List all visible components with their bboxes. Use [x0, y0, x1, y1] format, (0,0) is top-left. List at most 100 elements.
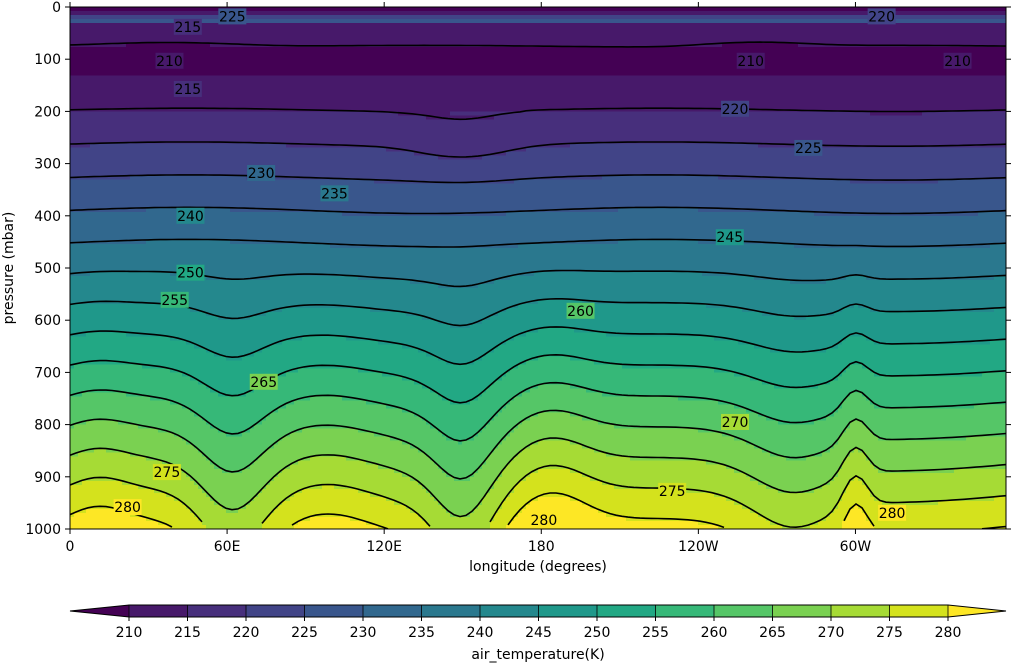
temperature-band: [874, 7, 879, 529]
temperature-band: [614, 7, 619, 529]
x-tick-label: 120W: [678, 539, 719, 555]
contour-line-250: [70, 326, 1006, 366]
temperature-band: [542, 7, 547, 529]
temperature-band: [910, 7, 915, 529]
x-tick-label: 180: [528, 539, 555, 555]
temperature-band: [974, 7, 979, 529]
temperature-band: [886, 7, 891, 529]
temperature-band: [666, 7, 671, 529]
colorbar-tick-label: 210: [116, 625, 143, 641]
temperature-band: [410, 7, 415, 529]
contour-line-235: [70, 238, 1006, 248]
colorbar-tick-label: 280: [935, 625, 962, 641]
temperature-band: [638, 7, 643, 529]
colorbar-swatch: [480, 605, 539, 617]
contour-label-bg: [721, 100, 750, 117]
temperature-band: [742, 7, 747, 529]
colorbar-swatch: [597, 605, 656, 617]
temperature-band: [498, 7, 503, 529]
temperature-band: [566, 7, 571, 529]
temperature-band: [750, 7, 755, 529]
colorbar-ticks: 210 215 220 225 230 235 240 245 250 255 260 265 270 2…: [116, 605, 962, 641]
contour-label: 270: [722, 415, 749, 431]
temperature-band: [294, 7, 299, 529]
temperature-band: [354, 7, 359, 529]
y-tick-label: 600: [34, 313, 61, 329]
temperature-band: [658, 7, 663, 529]
colorbar: 210 215 220 225 230 235 240 245 250 255 260 265 270 2…: [69, 604, 1007, 663]
contour-line-240: [70, 269, 1006, 288]
temperature-band: [438, 7, 443, 529]
temperature-band: [166, 7, 171, 529]
temperature-band: [954, 7, 959, 529]
temperature-band: [330, 7, 335, 529]
temperature-band: [718, 7, 723, 529]
temperature-band: [154, 7, 159, 529]
temperature-band: [86, 7, 91, 529]
contour-label-bg: [160, 291, 189, 308]
temperature-band: [674, 7, 679, 529]
temperature-band: [958, 7, 963, 529]
temperature-band: [386, 7, 391, 529]
temperature-band: [526, 7, 531, 529]
temperature-band: [970, 7, 975, 529]
colorbar-tick-label: 245: [525, 625, 552, 641]
temperature-band: [746, 7, 751, 529]
colorbar-tick-label: 220: [233, 625, 260, 641]
temperature-band: [286, 7, 291, 529]
contour-label: 260: [567, 304, 594, 320]
temperature-band: [798, 7, 803, 529]
contour-label: 275: [154, 465, 181, 481]
contour-label: 225: [795, 141, 822, 157]
y-tick-label: 300: [34, 157, 61, 173]
contour-label-bg: [658, 482, 687, 499]
contour-label-bg: [218, 8, 247, 25]
colorbar-extend-high: [948, 605, 1006, 617]
colorbar-swatch: [889, 605, 949, 617]
temperature-band: [698, 7, 703, 529]
temperature-bands: [70, 7, 1006, 529]
temperature-band: [258, 7, 263, 529]
y-tick-label: 400: [34, 209, 61, 225]
temperature-band: [70, 7, 75, 529]
temperature-band: [150, 7, 155, 529]
temperature-band: [606, 7, 611, 529]
contour-label-bg: [715, 229, 744, 246]
x-tick-label: 60E: [214, 539, 241, 555]
y-tick-label: 100: [34, 52, 61, 68]
temperature-band: [814, 7, 819, 529]
temperature-band: [334, 7, 339, 529]
temperature-band: [574, 7, 579, 529]
contour-label: 275: [659, 484, 686, 500]
temperature-band: [246, 7, 251, 529]
temperature-band: [934, 7, 939, 529]
contour-label: 265: [250, 375, 277, 391]
temperature-band: [578, 7, 583, 529]
temperature-band: [262, 7, 267, 529]
temperature-band: [478, 7, 483, 529]
contour-label: 280: [879, 506, 906, 522]
temperature-band: [858, 7, 863, 529]
temperature-band: [358, 7, 363, 529]
temperature-band: [114, 7, 119, 529]
temperature-band: [382, 7, 387, 529]
contour-label-bg: [176, 264, 205, 281]
contour-label: 280: [114, 500, 141, 516]
temperature-band: [730, 7, 735, 529]
temperature-band: [134, 7, 139, 529]
temperature-band: [962, 7, 967, 529]
temperature-band: [622, 7, 627, 529]
contour-label-bg: [878, 504, 907, 521]
temperature-band: [518, 7, 523, 529]
temperature-band: [694, 7, 699, 529]
temperature-band: [402, 7, 407, 529]
contour-line-245: [70, 298, 1006, 327]
temperature-band: [890, 7, 895, 529]
contour-label-bg: [721, 413, 750, 430]
contour-label: 210: [944, 54, 971, 70]
contour-label-bg: [247, 164, 276, 181]
temperature-band: [902, 7, 907, 529]
temperature-band: [670, 7, 675, 529]
temperature-band: [830, 7, 835, 529]
temperature-band: [314, 7, 319, 529]
